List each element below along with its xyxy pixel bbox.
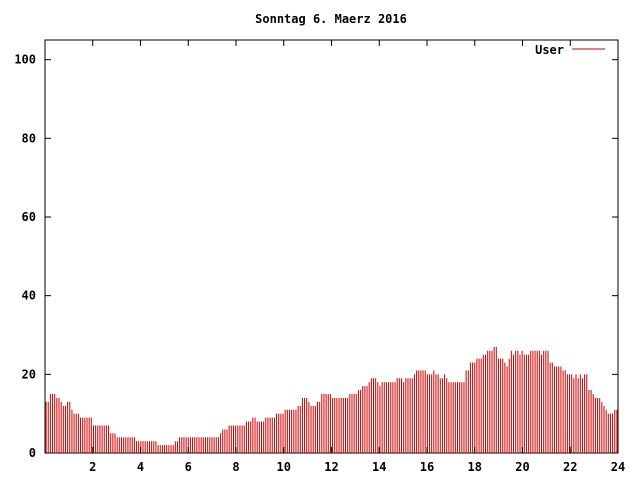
x-tick-label: 2	[89, 460, 96, 474]
x-tick-label: 22	[563, 460, 577, 474]
y-tick-label: 0	[29, 446, 36, 460]
x-tick-label: 24	[611, 460, 625, 474]
x-tick-label: 10	[277, 460, 291, 474]
x-tick-label: 16	[420, 460, 434, 474]
legend: User	[535, 43, 605, 57]
y-tick-label: 80	[22, 131, 36, 145]
bars-series-user	[45, 346, 618, 453]
y-tick-label: 100	[14, 53, 36, 67]
y-tick-label: 20	[22, 367, 36, 381]
chart-title: Sonntag 6. Maerz 2016	[255, 12, 407, 26]
x-tick-label: 18	[468, 460, 482, 474]
plot-frame	[44, 39, 619, 454]
legend-label-user: User	[535, 43, 564, 57]
x-tick-label: 14	[372, 460, 386, 474]
y-tick-label: 60	[22, 210, 36, 224]
x-tick-label: 6	[185, 460, 192, 474]
x-tick-label: 4	[137, 460, 144, 474]
x-tick-label: 8	[232, 460, 239, 474]
y-tick-label: 40	[22, 289, 36, 303]
x-tick-label: 20	[515, 460, 529, 474]
x-tick-label: 12	[324, 460, 338, 474]
